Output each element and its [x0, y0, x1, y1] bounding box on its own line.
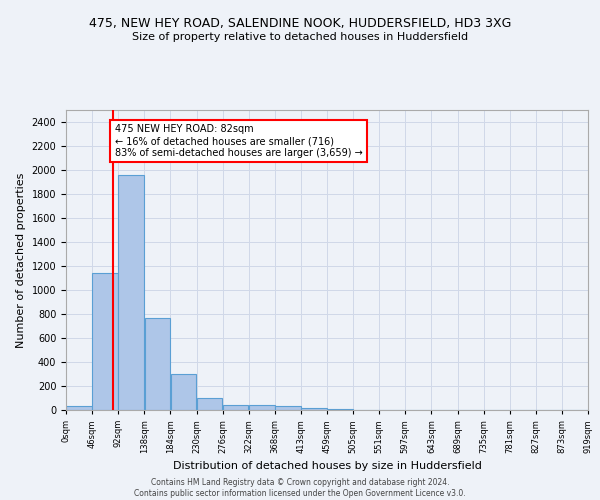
Bar: [145, 318, 170, 410]
Bar: [249, 405, 275, 410]
Bar: [92, 273, 118, 410]
Y-axis label: Number of detached properties: Number of detached properties: [16, 172, 26, 348]
Text: 475 NEW HEY ROAD: 82sqm
← 16% of detached houses are smaller (716)
83% of semi-d: 475 NEW HEY ROAD: 82sqm ← 16% of detache…: [115, 124, 362, 158]
Bar: [275, 406, 301, 410]
X-axis label: Distribution of detached houses by size in Huddersfield: Distribution of detached houses by size …: [173, 462, 481, 471]
Text: Size of property relative to detached houses in Huddersfield: Size of property relative to detached ho…: [132, 32, 468, 42]
Bar: [327, 409, 353, 410]
Bar: [118, 175, 144, 410]
Bar: [170, 374, 196, 410]
Bar: [66, 406, 92, 410]
Text: Contains HM Land Registry data © Crown copyright and database right 2024.
Contai: Contains HM Land Registry data © Crown c…: [134, 478, 466, 498]
Bar: [301, 408, 327, 410]
Text: 475, NEW HEY ROAD, SALENDINE NOOK, HUDDERSFIELD, HD3 3XG: 475, NEW HEY ROAD, SALENDINE NOOK, HUDDE…: [89, 18, 511, 30]
Bar: [197, 398, 223, 410]
Bar: [223, 404, 248, 410]
